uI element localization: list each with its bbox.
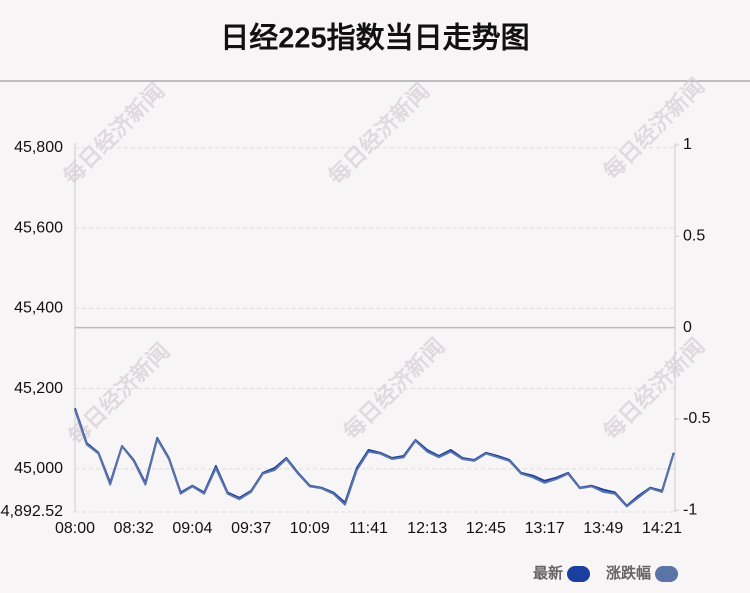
x-tick-label: 09:37 (231, 520, 271, 537)
x-tick-label: 09:04 (172, 520, 212, 537)
x-tick-label: 13:17 (525, 520, 565, 537)
y-tick-label: 45,400 (14, 300, 63, 317)
y-tick-label: 45,200 (14, 380, 63, 397)
y2-tick-label: 0.5 (683, 228, 705, 245)
x-tick-label: 14:21 (642, 520, 682, 537)
x-tick-label: 13:49 (583, 520, 623, 537)
x-tick-label: 11:41 (349, 520, 388, 537)
series-line (74, 409, 675, 508)
x-tick-label: 12:45 (466, 520, 506, 537)
legend-label: 最新 (533, 564, 563, 582)
x-tick-label: 12:13 (407, 520, 447, 537)
y2-tick-label: 1 (683, 136, 692, 153)
y-tick-label: 45,800 (14, 139, 63, 156)
y2-tick-label: -1 (683, 501, 697, 518)
x-tick-label: 10:09 (290, 520, 330, 537)
y-tick-label: 45,600 (14, 219, 63, 236)
legend-label: 涨跌幅 (606, 564, 651, 582)
y2-tick-label: 0 (683, 319, 692, 336)
legend-swatch (655, 566, 679, 582)
y-tick-label: 45,000 (14, 460, 63, 477)
x-tick-label: 08:00 (55, 520, 95, 537)
x-tick-label: 08:32 (114, 520, 154, 537)
legend-swatch (567, 566, 591, 582)
y2-tick-label: -0.5 (683, 410, 711, 427)
chart-title: 日经225指数当日走势图 (220, 21, 529, 55)
y-tick-label: 44,892.52 (0, 503, 63, 520)
